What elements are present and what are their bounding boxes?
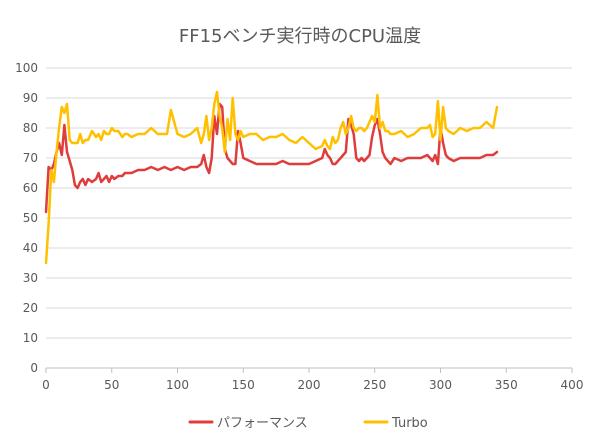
x-tick-label: 150 bbox=[232, 378, 255, 392]
y-tick-label: 0 bbox=[30, 361, 38, 375]
x-tick-label: 100 bbox=[166, 378, 189, 392]
y-tick-label: 40 bbox=[23, 241, 38, 255]
grid-layer bbox=[46, 67, 572, 369]
y-tick-label: 90 bbox=[23, 91, 38, 105]
x-tick-label: 350 bbox=[495, 378, 518, 392]
y-tick-label: 100 bbox=[15, 61, 38, 75]
legend-label-0: パフォーマンス bbox=[217, 416, 308, 431]
x-tick-label: 0 bbox=[42, 378, 50, 392]
x-tick-label: 300 bbox=[429, 378, 452, 392]
y-tick-label: 30 bbox=[23, 271, 38, 285]
y-tick-label: 20 bbox=[23, 301, 38, 315]
axis-layer: 0 10 20 30 40 50 60 70 80 90 100 0 50 100 150 200 250 300… bbox=[15, 61, 583, 392]
x-tick-label: 250 bbox=[363, 378, 386, 392]
x-tick-label: 50 bbox=[104, 378, 119, 392]
series-layer bbox=[44, 90, 499, 265]
y-tick-label: 70 bbox=[23, 151, 38, 165]
y-tick-label: 10 bbox=[23, 331, 38, 345]
y-tick-label: 50 bbox=[23, 211, 38, 225]
series-line-0 bbox=[44, 102, 499, 214]
x-tick-label: 400 bbox=[561, 378, 584, 392]
legend-label-1: Turbo bbox=[391, 416, 428, 431]
y-tick-label: 80 bbox=[23, 121, 38, 135]
y-tick-label: 60 bbox=[23, 181, 38, 195]
series-line-1 bbox=[44, 90, 499, 265]
x-tick-label: 200 bbox=[298, 378, 321, 392]
legend: パフォーマンス Turbo bbox=[188, 416, 428, 431]
chart-title: FF15ベンチ実行時のCPU温度 bbox=[179, 26, 421, 47]
